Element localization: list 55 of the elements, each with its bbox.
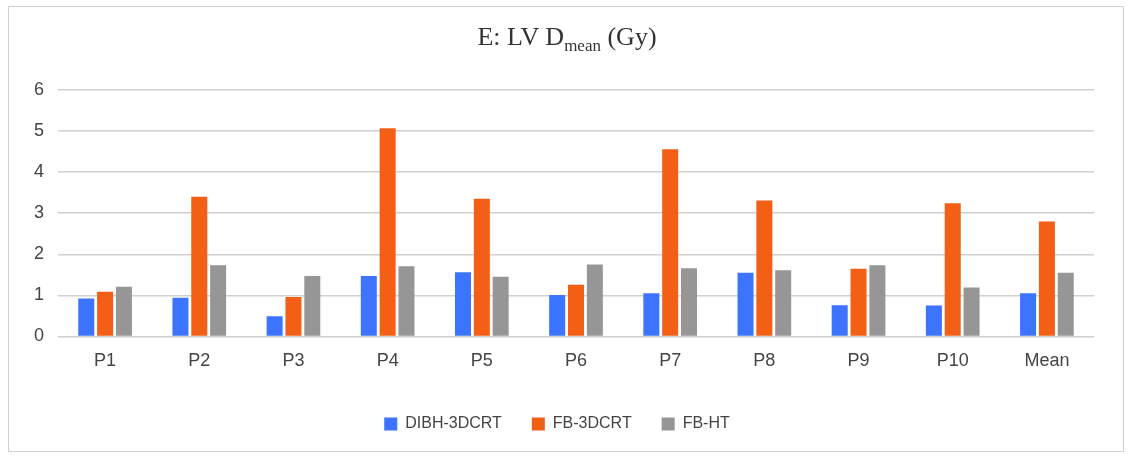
bar xyxy=(869,265,886,336)
x-tick-label: P1 xyxy=(94,350,117,371)
legend-label: FB-HT xyxy=(682,414,730,432)
bar xyxy=(963,287,980,336)
bar xyxy=(172,297,189,336)
y-tick-label: 3 xyxy=(34,202,45,223)
y-tick-label: 2 xyxy=(34,243,45,264)
x-tick-label: P5 xyxy=(470,350,493,371)
bar xyxy=(850,268,867,336)
bar xyxy=(737,272,754,336)
y-tick-label: 1 xyxy=(34,284,45,305)
bar xyxy=(643,293,660,336)
bar xyxy=(266,316,283,336)
x-tick-label: P3 xyxy=(282,350,305,371)
y-tick-label: 5 xyxy=(34,120,45,141)
bar xyxy=(568,284,585,336)
bar xyxy=(473,198,490,336)
x-tick-label: P2 xyxy=(188,350,211,371)
bar xyxy=(492,276,509,336)
y-tick-label: 4 xyxy=(34,161,45,182)
bar xyxy=(454,272,471,336)
bar xyxy=(285,296,302,336)
x-tick-label: P4 xyxy=(376,350,399,371)
bar xyxy=(379,128,396,336)
bar xyxy=(831,305,848,336)
x-tick-label: Mean xyxy=(1024,350,1070,371)
x-tick-label: P6 xyxy=(564,350,588,371)
bar xyxy=(78,298,95,336)
bar xyxy=(115,286,132,336)
x-tick-label: P9 xyxy=(847,350,870,371)
x-tick-label: P10 xyxy=(936,350,969,371)
x-tick-label: P8 xyxy=(753,350,776,371)
bar xyxy=(775,270,792,336)
y-tick-label: 0 xyxy=(34,325,45,346)
bar xyxy=(97,291,114,336)
bar xyxy=(662,149,679,336)
bar xyxy=(210,265,227,336)
bar xyxy=(1020,293,1037,336)
bar xyxy=(681,268,698,336)
bar xyxy=(191,196,208,336)
chart-title: E: LV D$_{mean}$ (Gy) xyxy=(476,22,658,57)
bar xyxy=(925,305,942,336)
bar xyxy=(944,203,961,336)
bar xyxy=(1038,221,1055,336)
legend-label: DIBH-3DCRT xyxy=(405,414,503,432)
bar xyxy=(756,200,773,336)
bar xyxy=(398,266,415,336)
bar xyxy=(586,264,603,336)
legend-label: FB-3DCRT xyxy=(552,414,632,432)
y-tick-label: 6 xyxy=(34,78,45,99)
bar xyxy=(549,294,566,336)
bar xyxy=(1057,272,1074,336)
x-tick-label: P7 xyxy=(659,350,682,371)
bar xyxy=(360,276,377,336)
bar xyxy=(304,276,321,336)
